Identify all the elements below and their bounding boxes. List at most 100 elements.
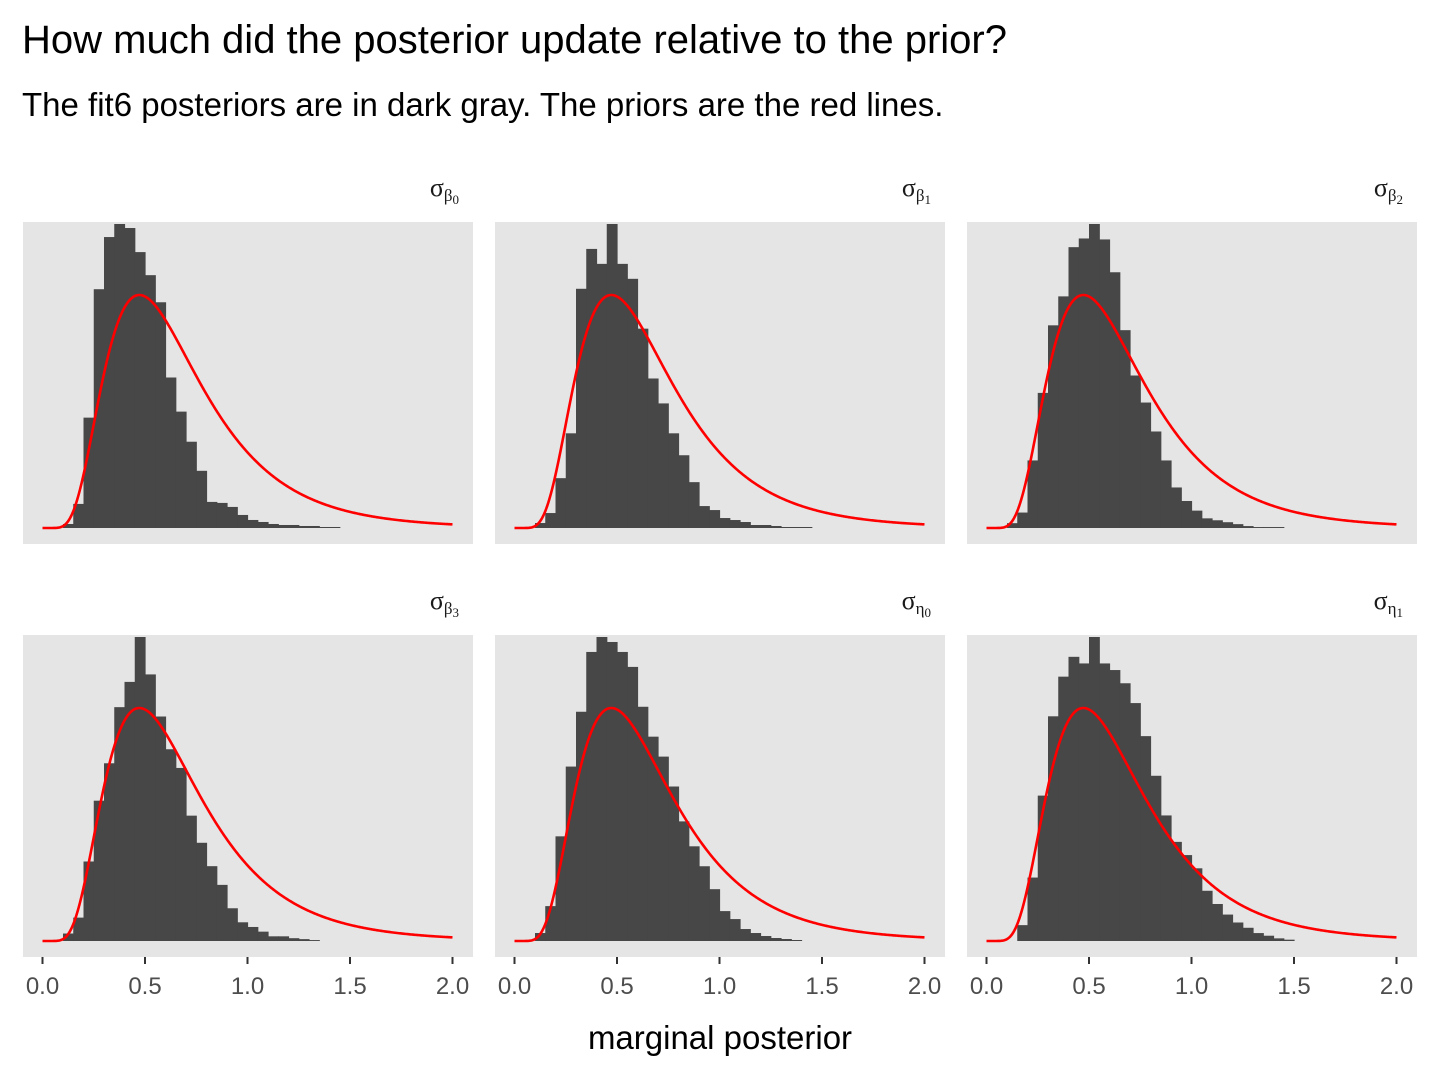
histogram-bar bbox=[237, 514, 249, 528]
histogram-bar bbox=[781, 939, 792, 941]
histogram-bar bbox=[555, 478, 567, 528]
histogram-bar bbox=[186, 815, 197, 941]
histogram-bar bbox=[606, 224, 618, 528]
histogram-bar bbox=[114, 707, 126, 941]
histogram-bar bbox=[155, 716, 167, 941]
histogram-bar bbox=[750, 525, 762, 528]
histogram-bar bbox=[760, 525, 772, 528]
facet-strip-label: σβ2 bbox=[1374, 173, 1403, 207]
histogram-bar bbox=[1283, 939, 1295, 941]
histogram-bar bbox=[247, 519, 259, 528]
histogram-bar bbox=[186, 441, 197, 528]
histogram-bar bbox=[740, 522, 751, 528]
histogram-bar bbox=[1099, 663, 1111, 941]
histogram-bar bbox=[309, 940, 320, 941]
histogram-bar bbox=[104, 237, 115, 528]
x-tick-label: 1.0 bbox=[231, 973, 264, 1000]
histogram-bar bbox=[719, 911, 731, 941]
histogram-bar bbox=[719, 518, 731, 528]
histogram-bar bbox=[63, 933, 74, 941]
x-tick-label: 1.0 bbox=[1175, 973, 1208, 1000]
histogram-bar bbox=[1027, 877, 1039, 941]
histogram-bar bbox=[565, 433, 577, 528]
histogram-bar bbox=[1068, 656, 1080, 941]
histogram-bar bbox=[216, 884, 228, 941]
histogram-bar bbox=[668, 786, 680, 941]
x-tick-label: 0.5 bbox=[600, 973, 633, 1000]
histogram-bar bbox=[288, 524, 300, 528]
histogram-bar bbox=[257, 931, 269, 941]
histogram-bar bbox=[1140, 402, 1152, 528]
histogram-bar bbox=[1130, 703, 1141, 941]
histogram-bar bbox=[555, 836, 567, 941]
histogram-bar bbox=[83, 417, 95, 528]
histogram-bar bbox=[1140, 736, 1152, 941]
histogram-bar bbox=[1222, 522, 1234, 528]
x-tick-label: 0.5 bbox=[128, 973, 161, 1000]
prior-density-line bbox=[514, 293, 925, 530]
facet-strip-label: σβ0 bbox=[430, 173, 459, 207]
histogram-bar bbox=[124, 681, 136, 941]
histogram-bar bbox=[1078, 663, 1090, 941]
x-tick-label: 1.5 bbox=[1277, 973, 1310, 1000]
facet-strip-label: σβ3 bbox=[430, 586, 459, 620]
histogram-bar bbox=[1048, 325, 1059, 528]
histogram-bar bbox=[104, 763, 115, 941]
histogram-bar bbox=[1201, 518, 1213, 528]
histogram-bar bbox=[565, 766, 577, 941]
histogram-bar bbox=[699, 866, 710, 941]
histogram-bar bbox=[319, 526, 331, 528]
histogram-bar bbox=[268, 936, 279, 941]
histogram-bar bbox=[196, 470, 208, 528]
histogram-bar bbox=[165, 749, 177, 941]
histogram-bar bbox=[1058, 676, 1070, 941]
histogram-bar bbox=[1242, 927, 1254, 941]
histogram-bar bbox=[1191, 868, 1203, 941]
histogram-bar bbox=[1017, 925, 1029, 941]
histogram-bar bbox=[206, 866, 218, 941]
histogram-bar bbox=[596, 263, 608, 528]
histogram-bar bbox=[278, 524, 290, 528]
facet-panel: ση1 0.0 0.5 1.0 1.5 2.0 bbox=[967, 586, 1417, 1000]
histogram-bar bbox=[1273, 527, 1285, 528]
histogram-bar bbox=[196, 842, 208, 941]
histogram-bar bbox=[576, 288, 587, 528]
histogram-bar bbox=[247, 926, 259, 941]
facet-strip-label: σβ1 bbox=[902, 173, 931, 207]
histogram-bar bbox=[63, 523, 74, 528]
histogram-bar bbox=[134, 252, 146, 528]
histogram-bar bbox=[309, 525, 320, 528]
histogram-bar bbox=[237, 922, 249, 941]
histogram-bar bbox=[791, 940, 803, 941]
histogram-bar bbox=[709, 889, 721, 941]
histogram-bar bbox=[699, 506, 710, 528]
facet-panel: σβ0 bbox=[23, 173, 473, 544]
histogram-bar bbox=[1037, 392, 1049, 528]
chart-title: How much did the posterior update relati… bbox=[22, 18, 1007, 62]
histogram-bar bbox=[257, 521, 269, 528]
histogram-bar bbox=[298, 939, 310, 941]
histogram-bar bbox=[288, 938, 300, 941]
histogram-bar bbox=[647, 736, 659, 941]
histogram-bar bbox=[1232, 922, 1244, 941]
histogram-bar bbox=[1017, 512, 1029, 528]
histogram-bar bbox=[1263, 527, 1275, 528]
histogram-bar bbox=[1212, 903, 1223, 941]
histogram-bar bbox=[658, 403, 669, 528]
histogram-bar bbox=[647, 378, 659, 528]
histogram-bar bbox=[678, 455, 690, 528]
histogram-bar bbox=[1109, 670, 1121, 941]
x-tick-label: 0.5 bbox=[1072, 973, 1105, 1000]
histogram-bar bbox=[175, 767, 187, 941]
histogram-bar bbox=[1119, 330, 1131, 528]
histogram-bar bbox=[729, 919, 741, 941]
histogram-bar bbox=[1191, 510, 1203, 528]
histogram-bar bbox=[750, 933, 762, 941]
histogram-bar bbox=[678, 821, 690, 941]
histogram-bar bbox=[688, 846, 700, 941]
prior-density-line bbox=[42, 293, 453, 530]
histogram-bar bbox=[535, 523, 546, 528]
histogram-bar bbox=[1048, 716, 1059, 941]
x-tick-label: 0.0 bbox=[26, 973, 59, 1000]
